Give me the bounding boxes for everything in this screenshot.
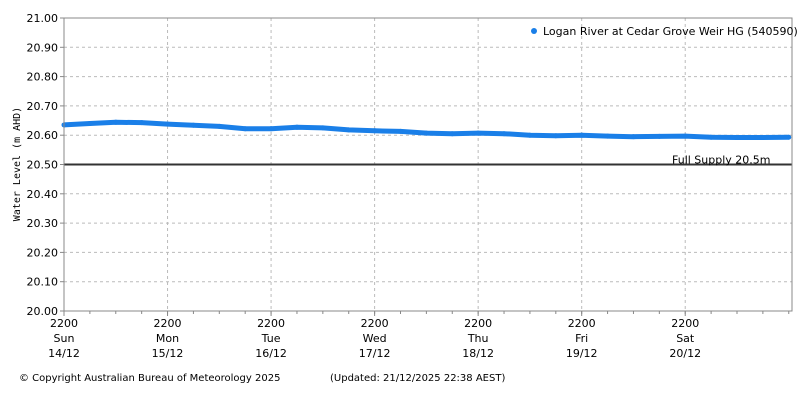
y-tick-label: 20.20 <box>27 246 59 259</box>
data-point <box>165 121 171 127</box>
x-tick-day: Sun <box>54 332 75 345</box>
y-tick-label: 20.10 <box>27 276 59 289</box>
x-tick-day: Fri <box>575 332 588 345</box>
data-point <box>190 122 196 128</box>
x-tick-time: 2200 <box>464 317 492 330</box>
x-tick-date: 20/12 <box>669 347 701 360</box>
x-tick-time: 2200 <box>361 317 389 330</box>
data-point <box>475 130 481 136</box>
x-tick-date: 19/12 <box>566 347 598 360</box>
y-axis-label: Water Level (m AHD) <box>12 107 23 221</box>
y-axis: 20.00 20.10 20.20 20.30 20.40 20.50 20.60 20.70… <box>27 12 64 318</box>
data-point <box>553 133 559 139</box>
y-tick-label: 20.40 <box>27 188 59 201</box>
x-tick-time: 2200 <box>671 317 699 330</box>
data-point <box>242 126 248 132</box>
x-tick-date: 16/12 <box>255 347 287 360</box>
full-supply-label: Full Supply 20.5m <box>672 154 771 167</box>
plot-frame <box>63 17 793 312</box>
data-point <box>630 134 636 140</box>
x-tick-date: 15/12 <box>152 347 184 360</box>
data-point <box>501 131 507 137</box>
x-axis: 2200 Sun 14/12 2200 Mon 15/12 2200 Tue 16/12 2200… <box>48 311 790 360</box>
y-tick-label: 20.50 <box>27 159 59 172</box>
data-point <box>372 128 378 134</box>
data-point <box>734 135 740 141</box>
x-tick-day: Thu <box>467 332 489 345</box>
data-point <box>320 125 326 131</box>
data-point <box>527 132 533 138</box>
data-point <box>786 134 792 140</box>
x-tick-date: 18/12 <box>462 347 494 360</box>
x-tick-day: Wed <box>363 332 387 345</box>
x-tick-time: 2200 <box>50 317 78 330</box>
updated-text: (Updated: 21/12/2025 22:38 AEST) <box>330 373 506 384</box>
data-point <box>449 131 455 137</box>
x-tick-day: Tue <box>261 332 281 345</box>
data-point <box>139 120 145 126</box>
data-point <box>216 123 222 129</box>
y-tick-label: 20.60 <box>27 129 59 142</box>
x-tick-date: 14/12 <box>48 347 80 360</box>
data-point <box>682 133 688 139</box>
y-tick-label: 20.70 <box>27 100 59 113</box>
data-point <box>656 133 662 139</box>
legend-marker <box>531 28 537 34</box>
copyright-text: © Copyright Australian Bureau of Meteoro… <box>19 373 281 384</box>
data-point <box>268 126 274 132</box>
data-point <box>708 134 714 140</box>
data-point <box>579 132 585 138</box>
data-point <box>397 128 403 134</box>
data-point <box>346 127 352 133</box>
x-tick-time: 2200 <box>257 317 285 330</box>
data-point <box>605 133 611 139</box>
y-tick-label: 20.90 <box>27 41 59 54</box>
y-tick-label: 20.30 <box>27 217 59 230</box>
legend-label: Logan River at Cedar Grove Weir HG (5405… <box>543 25 798 38</box>
x-tick-time: 2200 <box>154 317 182 330</box>
data-point <box>294 124 300 130</box>
data-point <box>87 120 93 126</box>
x-tick-date: 17/12 <box>359 347 391 360</box>
y-tick-label: 20.00 <box>27 305 59 318</box>
data-point <box>760 135 766 141</box>
x-tick-time: 2200 <box>568 317 596 330</box>
x-tick-day: Mon <box>156 332 179 345</box>
y-tick-label: 21.00 <box>27 12 59 25</box>
series-layer <box>61 119 792 141</box>
data-point <box>113 119 119 125</box>
legend: Logan River at Cedar Grove Weir HG (5405… <box>531 25 798 38</box>
y-tick-label: 20.80 <box>27 71 59 84</box>
x-tick-day: Sat <box>676 332 695 345</box>
data-point <box>423 130 429 136</box>
